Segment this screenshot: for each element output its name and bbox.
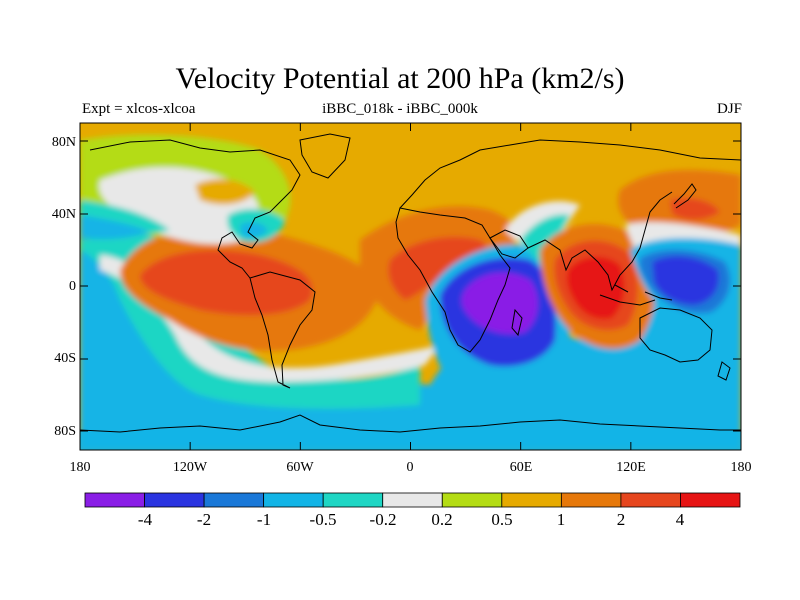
contour-africa-purple	[461, 272, 538, 335]
lat-label-40s: 40S	[54, 351, 76, 366]
lat-label-80n: 80N	[51, 135, 76, 150]
contour-gulf-blue	[240, 222, 268, 238]
contour-north-blue	[80, 215, 150, 240]
coastline-maritime	[599, 284, 673, 306]
colorbar-box-1	[84, 492, 145, 508]
season-label: DJF	[716, 101, 742, 117]
lon-label-180w: 180	[69, 460, 91, 475]
coastline-madagascar	[511, 308, 523, 337]
colorbar-label-8: 1	[556, 510, 566, 529]
colorbar-label-5: -0.2	[369, 510, 397, 529]
colorbar-box-10	[620, 492, 681, 508]
contour-north-orange-blob	[195, 179, 255, 205]
coastlines	[80, 133, 741, 433]
coastline-antarctica	[80, 414, 741, 433]
contour-asia-red	[566, 256, 625, 320]
coastline-new-zealand	[717, 361, 731, 381]
lon-label-180e: 180	[730, 460, 752, 475]
colorbar-box-5	[322, 492, 384, 508]
axis-ticks	[79, 123, 742, 450]
lon-label-0: 0	[406, 460, 414, 475]
contour-positive-west-inner	[140, 250, 313, 316]
coastline-japan	[673, 183, 697, 209]
coastline-north-america	[89, 139, 301, 279]
contour-wpac-deep-blue	[652, 256, 719, 305]
coastline-south-america	[249, 271, 316, 389]
coastline-europe	[399, 139, 741, 209]
experiment-label: Expt = xlcos-xlcoa	[82, 101, 196, 117]
coastline-greenland	[299, 133, 351, 179]
lat-label-equator: 0	[69, 279, 76, 294]
colorbar-label-1: -4	[137, 510, 153, 529]
case-label: iBBC_018k - iBBC_000k	[322, 101, 478, 117]
colorbar-box-2	[144, 492, 205, 508]
coastline-australia	[639, 307, 713, 363]
colorbar-label-6: 0.2	[431, 510, 453, 529]
colorbar-box-11	[680, 492, 741, 508]
contour-white-band	[100, 255, 440, 382]
colorbar-label-3: -1	[256, 510, 272, 529]
lon-label-120e: 120E	[616, 460, 646, 475]
coastline-africa	[395, 207, 511, 353]
lon-label-60w: 60W	[286, 460, 314, 475]
lat-label-40n: 40N	[51, 207, 76, 222]
colorbar	[84, 492, 741, 508]
colorbar-box-9	[560, 492, 622, 508]
colorbar-label-4: -0.5	[309, 510, 337, 529]
plot-title: Velocity Potential at 200 hPa (km2/s)	[175, 62, 625, 95]
coastline-south-asia	[527, 191, 673, 292]
lon-label-60e: 60E	[509, 460, 533, 475]
lon-label-120w: 120W	[172, 460, 208, 475]
lat-label-80s: 80S	[54, 424, 76, 439]
contour-positive-atlantic-inner	[388, 236, 487, 300]
colorbar-box-8	[501, 492, 562, 508]
antarctic-fill	[80, 430, 741, 450]
colorbar-label-9: 2	[616, 510, 626, 529]
colorbar-box-3	[203, 492, 265, 508]
velocity-potential-field	[80, 123, 741, 450]
colorbar-box-6	[382, 492, 443, 508]
contour-arabian-teal	[520, 214, 570, 270]
colorbar-box-4	[263, 492, 324, 508]
colorbar-label-10: 4	[675, 510, 685, 529]
colorbar-box-7	[441, 492, 503, 508]
colorbar-label-2: -2	[196, 510, 212, 529]
colorbar-label-7: 0.5	[491, 510, 513, 529]
